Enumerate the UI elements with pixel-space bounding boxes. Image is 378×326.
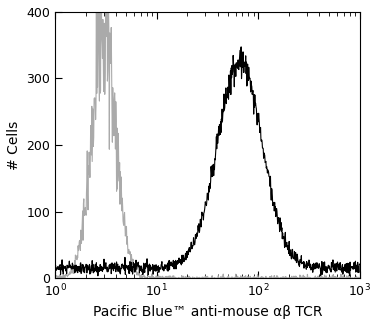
Y-axis label: # Cells: # Cells [7, 120, 21, 170]
X-axis label: Pacific Blue™ anti-mouse αβ TCR: Pacific Blue™ anti-mouse αβ TCR [93, 305, 322, 319]
